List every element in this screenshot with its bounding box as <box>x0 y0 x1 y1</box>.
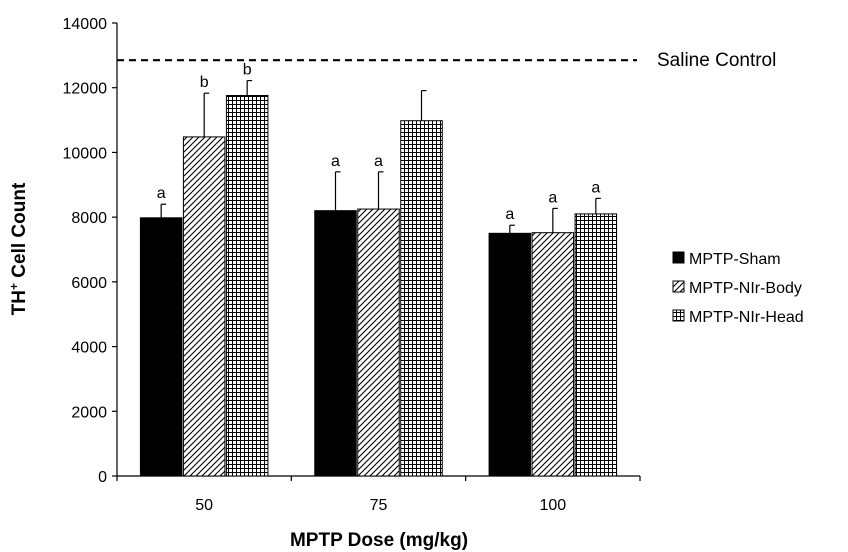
legend-label: MPTP-NIr-Body <box>689 280 802 297</box>
saline-control-label: Saline Control <box>657 50 776 71</box>
x-axis-title: MPTP Dose (mg/kg) <box>290 530 468 551</box>
significance-label: a <box>505 206 514 223</box>
bar-mptp-nir-head-100 <box>574 213 618 477</box>
bar-mptp-sham-50 <box>139 217 183 477</box>
x-tick-label: 50 <box>195 497 213 514</box>
significance-label: b <box>200 74 209 91</box>
legend-label: MPTP-NIr-Head <box>689 309 804 326</box>
bar-mptp-nir-head-75 <box>400 120 443 477</box>
y-ticks: 0 2000 4000 6000 8000 10000 12000 14000 <box>63 16 117 486</box>
bar-mptp-nir-body-75 <box>357 208 400 477</box>
y-tick-label: 10000 <box>63 145 108 162</box>
bar-mptp-sham-100 <box>488 232 532 477</box>
significance-labels: a a a b a a b a <box>157 62 601 224</box>
bar-mptp-nir-body-50 <box>182 136 226 477</box>
significance-label: a <box>157 185 166 202</box>
legend: MPTP-Sham MPTP-NIr-Body MPTP-NIr-Head <box>672 251 804 326</box>
significance-label: a <box>374 153 383 170</box>
y-axis-title: TH+ Cell Count <box>7 182 30 315</box>
y-tick-label: 8000 <box>71 210 107 227</box>
y-tick-label: 6000 <box>71 275 107 292</box>
legend-swatch-mptp-nir-head <box>672 309 685 322</box>
legend-swatch-mptp-sham <box>672 251 685 264</box>
y-tick-label: 12000 <box>63 81 108 98</box>
significance-label: a <box>331 153 340 170</box>
bar-mptp-sham-75 <box>314 210 357 477</box>
y-tick-label: 4000 <box>71 340 107 357</box>
legend-label: MPTP-Sham <box>689 251 781 268</box>
reference-line-group: Saline Control <box>117 50 776 71</box>
significance-label: a <box>591 179 600 196</box>
bar-mptp-nir-body-100 <box>531 232 575 477</box>
significance-label: b <box>243 62 252 79</box>
y-tick-label: 14000 <box>63 16 108 33</box>
x-tick-label: 75 <box>370 497 388 514</box>
y-tick-label: 2000 <box>71 404 107 421</box>
legend-swatch-mptp-nir-body <box>672 280 685 293</box>
error-bars <box>160 79 601 234</box>
x-tick-label: 100 <box>539 497 566 514</box>
x-ticks: 50 75 100 <box>116 476 641 514</box>
bars <box>139 94 618 477</box>
significance-label: a <box>548 189 557 206</box>
y-tick-label: 0 <box>98 469 107 486</box>
bar-mptp-nir-head-50 <box>225 94 269 477</box>
